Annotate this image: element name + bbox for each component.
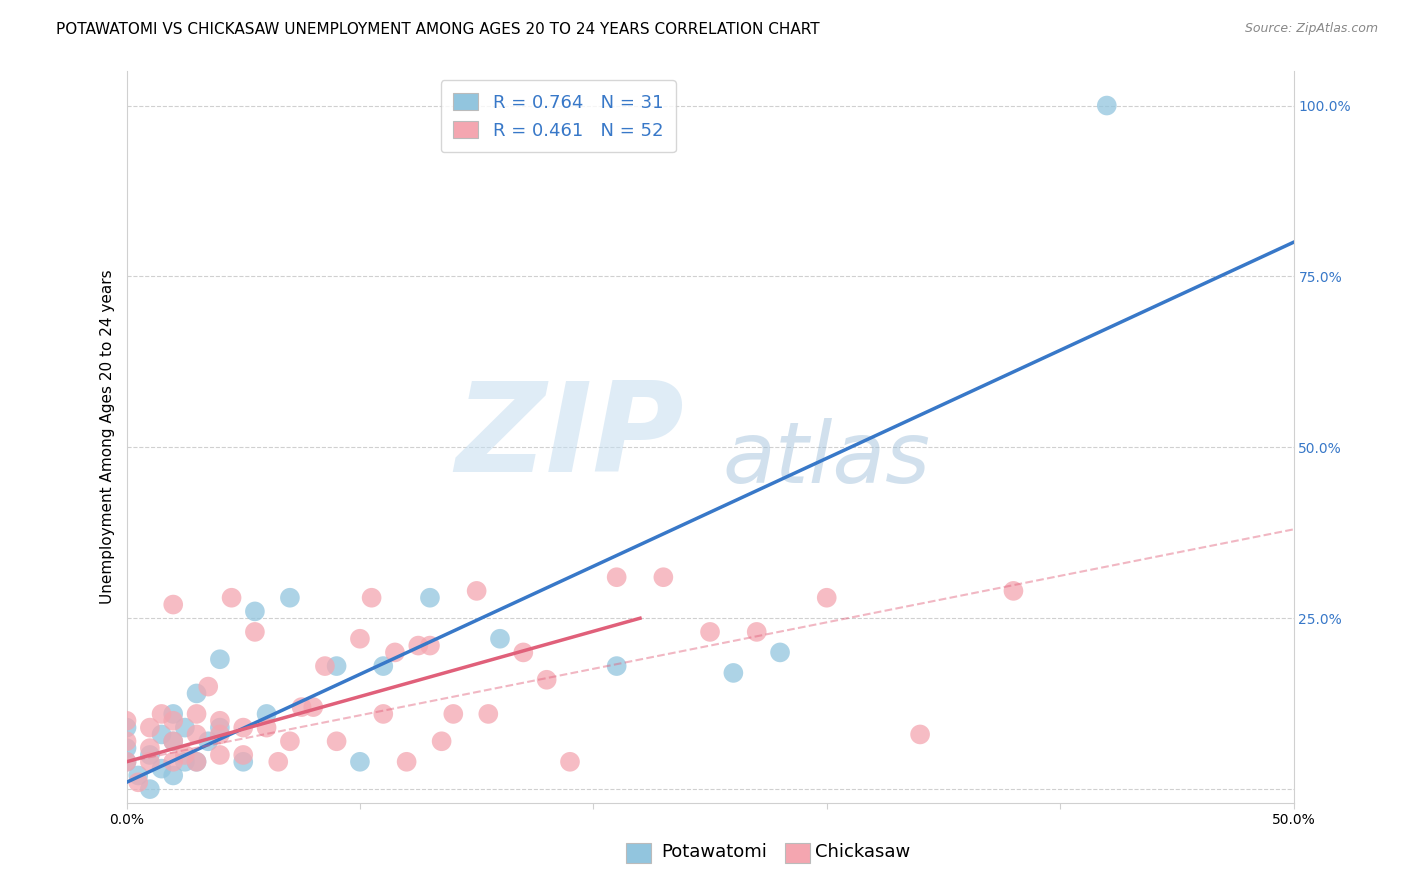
Point xyxy=(127,775,149,789)
Point xyxy=(256,721,278,735)
Point xyxy=(139,741,162,756)
Point xyxy=(395,755,418,769)
Point xyxy=(290,700,312,714)
Point xyxy=(769,645,792,659)
Point xyxy=(373,659,395,673)
Point xyxy=(536,673,558,687)
Point xyxy=(360,591,382,605)
Point xyxy=(349,755,371,769)
Point xyxy=(150,762,173,776)
Point xyxy=(197,734,219,748)
Point xyxy=(745,624,768,639)
Point xyxy=(1095,98,1118,112)
Point xyxy=(197,680,219,694)
Point xyxy=(419,639,441,653)
Y-axis label: Unemployment Among Ages 20 to 24 years: Unemployment Among Ages 20 to 24 years xyxy=(100,269,115,605)
Point xyxy=(139,747,162,762)
Point xyxy=(162,755,184,769)
Point xyxy=(162,734,184,748)
Text: Potawatomi: Potawatomi xyxy=(661,843,766,861)
Point xyxy=(908,727,931,741)
Point xyxy=(162,714,184,728)
Point xyxy=(302,700,325,714)
Point xyxy=(208,747,231,762)
Point xyxy=(278,591,301,605)
Point xyxy=(430,734,453,748)
Point xyxy=(699,624,721,639)
Point xyxy=(139,755,162,769)
Text: POTAWATOMI VS CHICKASAW UNEMPLOYMENT AMONG AGES 20 TO 24 YEARS CORRELATION CHART: POTAWATOMI VS CHICKASAW UNEMPLOYMENT AMO… xyxy=(56,22,820,37)
Point xyxy=(162,598,184,612)
Point xyxy=(243,604,266,618)
Point xyxy=(208,727,231,741)
Point xyxy=(652,570,675,584)
Point xyxy=(150,727,173,741)
Point xyxy=(162,768,184,782)
Point xyxy=(606,570,628,584)
Point xyxy=(325,734,347,748)
Point xyxy=(186,706,208,721)
Point xyxy=(349,632,371,646)
Point xyxy=(384,645,406,659)
Point xyxy=(419,591,441,605)
Point xyxy=(558,755,581,769)
Point xyxy=(278,734,301,748)
Point xyxy=(489,632,512,646)
Point xyxy=(115,714,138,728)
Point xyxy=(186,755,208,769)
Point xyxy=(232,755,254,769)
Point xyxy=(174,747,197,762)
Point xyxy=(512,645,534,659)
Point xyxy=(1002,583,1025,598)
Point xyxy=(115,755,138,769)
Point xyxy=(408,639,430,653)
Point xyxy=(232,721,254,735)
Point xyxy=(186,755,208,769)
Point xyxy=(441,706,464,721)
Point xyxy=(162,734,184,748)
Point xyxy=(174,755,197,769)
Point xyxy=(373,706,395,721)
Point xyxy=(314,659,336,673)
Point xyxy=(150,706,173,721)
Point xyxy=(325,659,347,673)
Point xyxy=(221,591,243,605)
Point xyxy=(208,714,231,728)
Point xyxy=(256,706,278,721)
Point xyxy=(115,721,138,735)
Point xyxy=(127,768,149,782)
Point xyxy=(606,659,628,673)
Point xyxy=(115,741,138,756)
Legend: R = 0.764   N = 31, R = 0.461   N = 52: R = 0.764 N = 31, R = 0.461 N = 52 xyxy=(440,80,676,153)
Point xyxy=(267,755,290,769)
Point xyxy=(115,734,138,748)
Text: ZIP: ZIP xyxy=(456,376,685,498)
Text: Chickasaw: Chickasaw xyxy=(815,843,911,861)
Point xyxy=(186,727,208,741)
Point xyxy=(477,706,499,721)
Point xyxy=(139,782,162,797)
Point xyxy=(208,721,231,735)
Point xyxy=(174,721,197,735)
Point xyxy=(208,652,231,666)
Point xyxy=(232,747,254,762)
Point xyxy=(243,624,266,639)
Point xyxy=(186,686,208,700)
Point xyxy=(162,706,184,721)
Point xyxy=(723,665,745,680)
Text: atlas: atlas xyxy=(723,417,931,500)
Point xyxy=(815,591,838,605)
Point xyxy=(139,721,162,735)
Text: Source: ZipAtlas.com: Source: ZipAtlas.com xyxy=(1244,22,1378,36)
Point xyxy=(115,755,138,769)
Point xyxy=(465,583,488,598)
